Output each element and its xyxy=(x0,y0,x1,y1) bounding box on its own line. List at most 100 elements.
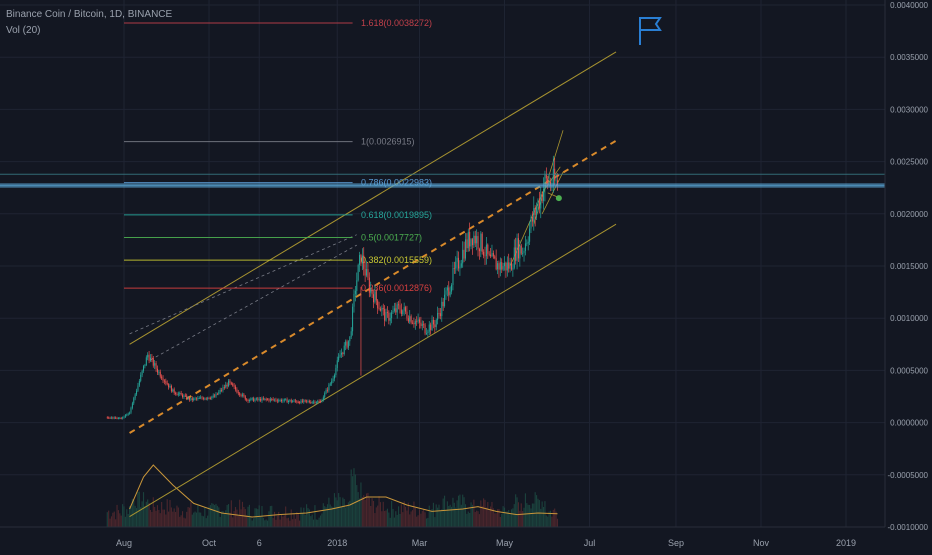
volume-bar xyxy=(503,507,506,527)
candle-body xyxy=(173,389,175,393)
volume-bar xyxy=(524,493,526,527)
fib-level-label: 0.618(0.0019895) xyxy=(361,210,432,220)
volume-bar xyxy=(470,502,472,527)
candle-body xyxy=(449,291,451,296)
volume-bar xyxy=(318,517,320,527)
candle-body xyxy=(421,324,423,326)
volume-bar xyxy=(180,515,182,527)
candle-body xyxy=(458,257,460,269)
candle-body xyxy=(271,399,273,400)
time-tick-label: Mar xyxy=(412,538,428,548)
candle-body xyxy=(140,374,142,381)
candle-body xyxy=(184,395,186,397)
candle-body xyxy=(466,239,468,249)
candle-body xyxy=(155,363,157,369)
candle-body xyxy=(166,383,168,385)
volume-bar xyxy=(202,516,205,527)
volume-bar xyxy=(310,516,312,527)
candle-body xyxy=(385,312,387,321)
volume-bar xyxy=(304,514,306,527)
volume-bar xyxy=(198,512,200,527)
volume-bar xyxy=(229,512,231,527)
volume-bar xyxy=(365,493,368,527)
volume-bar xyxy=(510,509,513,527)
volume-bar xyxy=(527,504,529,527)
volume-bar xyxy=(425,518,428,527)
candle-body xyxy=(339,354,341,357)
volume-bar xyxy=(317,519,319,527)
candle-body xyxy=(294,400,296,402)
volume-bar xyxy=(177,507,179,527)
candle-body xyxy=(338,356,340,361)
volume-bar xyxy=(255,508,257,527)
volume-bar xyxy=(377,505,379,527)
volume-bar xyxy=(438,504,440,527)
volume-bar xyxy=(544,501,546,527)
candle-body xyxy=(497,263,499,270)
candle-body xyxy=(304,400,306,402)
candle-body xyxy=(202,398,204,400)
volume-bar xyxy=(335,497,337,527)
candle-body xyxy=(239,393,241,395)
volume-bar xyxy=(257,509,259,527)
volume-bar xyxy=(396,514,398,527)
candle-body xyxy=(469,231,471,247)
wedge-line xyxy=(533,130,564,225)
volume-bar xyxy=(455,507,457,527)
volume-bar xyxy=(225,510,227,527)
candle-body xyxy=(289,400,291,402)
candle-body xyxy=(350,331,352,338)
candle-body xyxy=(219,389,221,392)
volume-bar xyxy=(467,511,469,527)
volume-bar xyxy=(498,509,500,527)
volume-bar xyxy=(452,497,454,527)
volume-bar xyxy=(501,513,503,527)
volume-bar xyxy=(283,515,285,527)
price-axis[interactable]: 0.0040000 0.0035000 0.0030000 0.0025000 0.00… xyxy=(884,0,932,550)
candle-body xyxy=(201,397,203,399)
candle-body xyxy=(405,307,407,312)
time-axis[interactable]: Aug Oct 6 2018 Mar May Jul Sep Nov 2019 xyxy=(0,526,885,548)
volume-bar xyxy=(540,508,542,527)
volume-bar xyxy=(417,515,419,527)
time-tick-label: 2018 xyxy=(327,538,347,548)
candle-body xyxy=(208,397,210,399)
volume-bar xyxy=(239,499,241,527)
volume-bar xyxy=(361,497,363,527)
volume-bar xyxy=(209,505,211,527)
volume-bar xyxy=(446,501,448,527)
candle-body xyxy=(452,267,454,285)
candle-body xyxy=(262,398,264,400)
candle-body xyxy=(314,401,316,403)
candle-body xyxy=(292,401,294,403)
candle-body xyxy=(180,392,182,395)
candle-body xyxy=(275,399,277,401)
flag-cloth xyxy=(639,17,662,31)
candle-body xyxy=(222,387,224,391)
volume-bar xyxy=(205,518,207,527)
volume-bar xyxy=(358,498,361,527)
candle-body xyxy=(534,207,536,216)
candle-body xyxy=(432,319,434,325)
volume-bar xyxy=(435,504,437,527)
volume-bar xyxy=(473,499,475,527)
volume-bar xyxy=(520,503,522,527)
candle-body xyxy=(253,398,255,401)
volume-bar xyxy=(201,515,203,527)
candle-body xyxy=(276,400,278,402)
candle-body xyxy=(501,262,503,270)
volume-bar xyxy=(487,502,489,527)
volume-bar xyxy=(322,503,324,527)
candle-body xyxy=(126,414,128,416)
candle-body xyxy=(445,290,447,295)
candle-body xyxy=(527,241,529,244)
candle-body xyxy=(133,398,135,404)
volume-bar xyxy=(469,512,471,527)
candle-body xyxy=(165,381,167,384)
flag-icon[interactable] xyxy=(639,17,662,45)
candle-body xyxy=(373,294,375,303)
volume-bar xyxy=(368,497,370,527)
volume-bar xyxy=(222,510,224,527)
candle-body xyxy=(471,239,473,246)
